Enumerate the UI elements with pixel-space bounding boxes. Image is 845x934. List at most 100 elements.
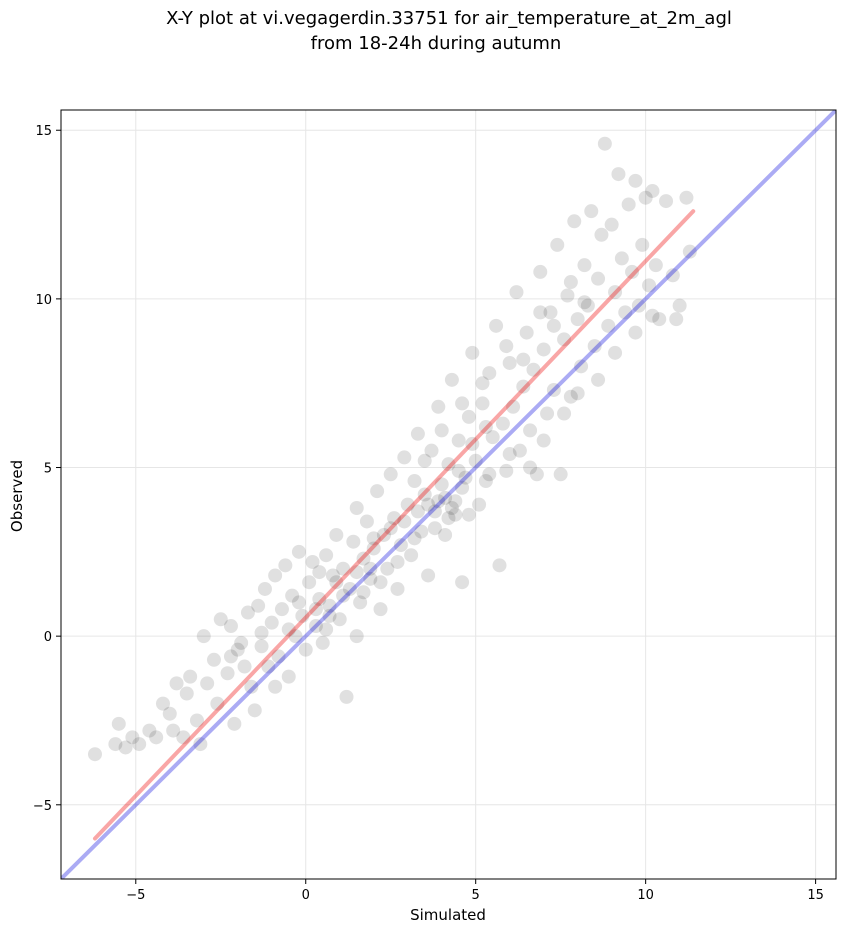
scatter-point-163 bbox=[421, 497, 436, 512]
scatter-point-61 bbox=[356, 551, 371, 566]
x-tick-label-3: 10 bbox=[637, 888, 654, 903]
scatter-point-129 bbox=[587, 339, 602, 354]
scatter-point-107 bbox=[512, 443, 527, 458]
scatter-point-26 bbox=[237, 659, 252, 674]
data-points bbox=[87, 136, 697, 762]
scatter-point-144 bbox=[638, 190, 653, 205]
scatter-point-102 bbox=[495, 416, 510, 431]
scatter-point-69 bbox=[383, 467, 398, 482]
scatter-point-13 bbox=[179, 686, 194, 701]
scatter-point-126 bbox=[577, 258, 592, 273]
scatter-point-198 bbox=[628, 325, 643, 340]
scatter-point-39 bbox=[281, 669, 296, 684]
scatter-point-203 bbox=[465, 436, 480, 451]
scatter-point-11 bbox=[169, 676, 184, 691]
scatter-point-17 bbox=[196, 629, 211, 644]
scatter-point-178 bbox=[254, 625, 269, 640]
scatter-point-179 bbox=[223, 649, 238, 664]
scatter-point-90 bbox=[455, 575, 470, 590]
scatter-point-20 bbox=[210, 696, 225, 711]
scatter-point-65 bbox=[370, 484, 385, 499]
scatter-point-189 bbox=[577, 295, 592, 310]
scatter-point-137 bbox=[614, 251, 629, 266]
scatter-point-67 bbox=[376, 527, 391, 542]
plot-frame bbox=[60, 109, 837, 880]
scatter-point-188 bbox=[563, 275, 578, 290]
scatter-point-153 bbox=[682, 244, 697, 259]
scatter-point-206 bbox=[356, 585, 371, 600]
scatter-point-127 bbox=[580, 298, 595, 313]
scatter-point-44 bbox=[298, 642, 313, 657]
scatter-point-15 bbox=[189, 713, 204, 728]
scatter-point-123 bbox=[567, 214, 582, 229]
scatter-point-117 bbox=[546, 382, 561, 397]
scatter-point-6 bbox=[142, 723, 157, 738]
scatter-point-143 bbox=[635, 237, 650, 252]
scatter-point-62 bbox=[359, 514, 374, 529]
scatter-point-172 bbox=[363, 561, 378, 576]
scatter-point-9 bbox=[162, 706, 177, 721]
scatter-point-3 bbox=[118, 740, 133, 755]
scatter-point-115 bbox=[540, 406, 555, 421]
scatter-point-120 bbox=[557, 332, 572, 347]
scatter-point-89 bbox=[451, 433, 466, 448]
scatter-point-63 bbox=[363, 571, 378, 586]
scatter-point-132 bbox=[597, 136, 612, 151]
scatter-point-94 bbox=[468, 453, 483, 468]
scatter-point-200 bbox=[427, 521, 442, 536]
scatter-point-42 bbox=[291, 544, 306, 559]
scatter-point-112 bbox=[529, 467, 544, 482]
scatter-point-92 bbox=[461, 409, 476, 424]
scatter-point-76 bbox=[407, 474, 422, 489]
scatter-point-148 bbox=[652, 312, 667, 327]
scatter-point-79 bbox=[417, 487, 432, 502]
scatter-point-136 bbox=[611, 167, 626, 182]
scatter-point-154 bbox=[669, 312, 684, 327]
x-tick-label-4: 15 bbox=[807, 888, 824, 903]
scatter-point-95 bbox=[472, 497, 487, 512]
scatter-point-157 bbox=[319, 622, 334, 637]
scatter-point-146 bbox=[645, 183, 660, 198]
grid-lines bbox=[61, 110, 836, 879]
scatter-point-101 bbox=[492, 558, 507, 573]
scatter-point-199 bbox=[645, 308, 660, 323]
scatter-point-100 bbox=[489, 318, 504, 333]
scatter-point-38 bbox=[278, 558, 293, 573]
scatter-point-88 bbox=[448, 494, 463, 509]
scatter-point-78 bbox=[414, 524, 429, 539]
scatter-point-2 bbox=[111, 716, 126, 731]
axis-ticks: −5 0 5 10 15 −5 0 5 10 15 bbox=[33, 124, 824, 903]
scatter-point-4 bbox=[125, 730, 140, 745]
scatter-point-68 bbox=[380, 561, 395, 576]
scatter-point-57 bbox=[342, 581, 357, 596]
scatter-point-103 bbox=[499, 463, 514, 478]
scatter-point-195 bbox=[570, 386, 585, 401]
x-tick-label-1: 0 bbox=[302, 888, 310, 903]
scatter-point-54 bbox=[332, 612, 347, 627]
scatter-point-33 bbox=[261, 659, 276, 674]
scatter-point-52 bbox=[325, 568, 340, 583]
scatter-point-118 bbox=[550, 237, 565, 252]
scatter-point-196 bbox=[591, 372, 606, 387]
scatter-point-75 bbox=[404, 548, 419, 563]
scatter-point-140 bbox=[625, 264, 640, 279]
scatter-point-99 bbox=[485, 430, 500, 445]
scatter-point-34 bbox=[264, 615, 279, 630]
scatter-point-27 bbox=[240, 605, 255, 620]
scatter-point-158 bbox=[349, 629, 364, 644]
scatter-point-7 bbox=[149, 730, 164, 745]
scatter-point-74 bbox=[400, 497, 415, 512]
scatter-point-150 bbox=[665, 268, 680, 283]
scatter-point-97 bbox=[478, 474, 493, 489]
scatter-point-73 bbox=[397, 450, 412, 465]
y-tick-label-4: 15 bbox=[35, 124, 52, 139]
identity-line bbox=[61, 110, 836, 879]
scatter-point-192 bbox=[523, 460, 538, 475]
scatter-point-138 bbox=[618, 305, 633, 320]
scatter-point-176 bbox=[308, 602, 323, 617]
scatter-point-10 bbox=[166, 723, 181, 738]
scatter-point-155 bbox=[234, 635, 249, 650]
scatter-point-60 bbox=[353, 595, 368, 610]
scatter-point-16 bbox=[193, 737, 208, 752]
